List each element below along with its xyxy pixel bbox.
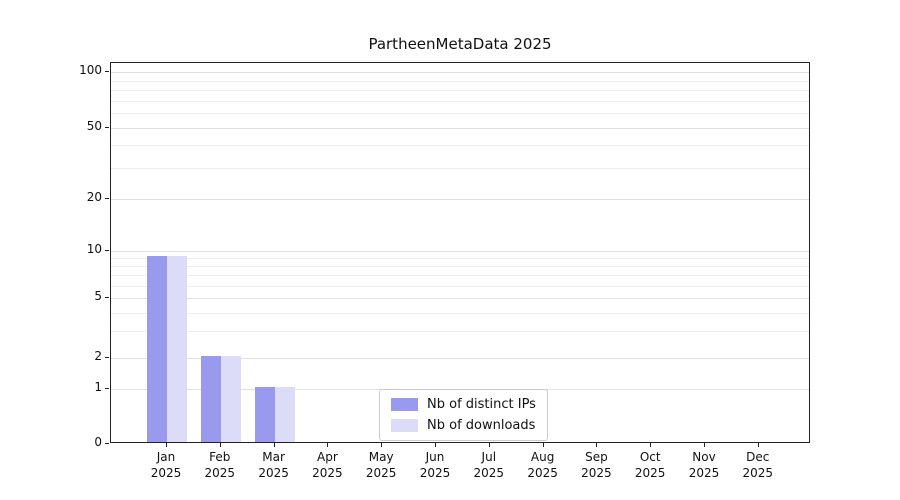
gridline <box>111 275 809 276</box>
legend-swatch-downloads-icon <box>391 419 418 432</box>
plot-area: Nb of distinct IPs Nb of downloads <box>110 62 810 443</box>
x-tick-label: Jan 2025 <box>150 450 182 480</box>
legend: Nb of distinct IPs Nb of downloads <box>379 389 548 441</box>
y-tick-mark <box>105 198 109 199</box>
y-tick-label: 0 <box>94 435 102 449</box>
y-tick-mark <box>105 297 109 298</box>
gridline <box>111 358 809 359</box>
x-tick-label: Apr 2025 <box>312 450 343 480</box>
gridline <box>111 90 809 91</box>
y-tick-mark <box>105 443 109 444</box>
x-tick-label: Jun 2025 <box>419 450 451 480</box>
y-tick-mark <box>105 388 109 389</box>
y-tick-label: 100 <box>79 63 102 77</box>
y-tick-mark <box>105 71 109 72</box>
x-tick-mark <box>596 443 598 447</box>
gridline <box>111 199 809 200</box>
y-tick-mark <box>105 250 109 251</box>
y-tick-label: 5 <box>94 289 102 303</box>
x-tick-label: Jul 2025 <box>473 450 505 480</box>
y-tick-label: 20 <box>86 190 102 204</box>
gridline <box>111 331 809 332</box>
y-tick-label: 10 <box>86 242 102 256</box>
x-tick-mark <box>704 443 705 447</box>
x-tick-mark <box>650 443 652 447</box>
x-tick-label: Aug 2025 <box>527 450 558 480</box>
gridline <box>111 258 809 259</box>
x-tick-label: Oct 2025 <box>634 450 666 480</box>
y-tick-label: 1 <box>94 380 102 394</box>
x-tick-mark <box>488 443 490 447</box>
legend-swatch-distinct-ips-icon <box>391 398 418 411</box>
gridline <box>111 286 809 287</box>
x-tick-label: Feb 2025 <box>204 450 236 480</box>
x-tick-mark <box>435 443 436 447</box>
bar-distinct-ips <box>147 256 167 442</box>
gridline <box>111 145 809 146</box>
legend-label-distinct-ips: Nb of distinct IPs <box>427 397 536 412</box>
x-tick-mark <box>219 443 221 447</box>
gridline <box>111 266 809 267</box>
bar-downloads <box>167 256 187 442</box>
chart-title: PartheenMetaData 2025 <box>368 35 552 53</box>
y-tick-mark <box>105 357 109 358</box>
y-tick-label: 2 <box>94 349 102 363</box>
gridline <box>111 251 809 252</box>
x-tick-mark <box>273 443 275 447</box>
gridline <box>111 298 809 299</box>
legend-item-distinct-ips: Nb of distinct IPs <box>391 397 536 412</box>
x-tick-label: Mar 2025 <box>258 450 289 480</box>
bar-downloads <box>274 387 295 442</box>
y-tick-mark <box>105 127 109 128</box>
bar-distinct-ips <box>254 387 275 442</box>
bar-distinct-ips <box>200 356 221 442</box>
x-tick-mark <box>542 443 544 447</box>
x-tick-mark <box>757 443 759 447</box>
x-tick-label: Sep 2025 <box>581 450 612 480</box>
bar-downloads <box>220 356 241 442</box>
x-tick-mark <box>327 443 329 447</box>
gridline <box>111 113 809 114</box>
x-tick-label: Nov 2025 <box>688 450 720 480</box>
gridline <box>111 81 809 82</box>
legend-label-downloads: Nb of downloads <box>427 418 536 433</box>
gridline <box>111 313 809 314</box>
x-tick-mark <box>166 443 167 447</box>
y-tick-label: 50 <box>86 119 102 133</box>
gridline <box>111 101 809 102</box>
x-tick-mark <box>381 443 383 447</box>
legend-item-downloads: Nb of downloads <box>391 418 536 433</box>
x-tick-label: May 2025 <box>365 450 397 480</box>
gridline <box>111 128 809 129</box>
gridline <box>111 72 809 73</box>
gridline <box>111 168 809 169</box>
x-tick-label: Dec 2025 <box>742 450 774 480</box>
